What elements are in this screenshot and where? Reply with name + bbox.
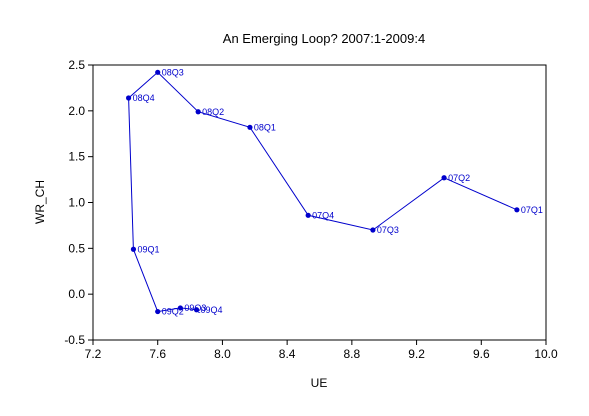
point-label-07q4: 07Q4	[312, 210, 334, 220]
point-label-08q3: 08Q3	[162, 67, 184, 77]
x-axis: 7.2 7.6 8.0 8.4 8.8 9.2 9.6 10.0	[85, 340, 558, 361]
data-point-09q3	[177, 305, 183, 311]
point-label-09q1: 09Q1	[137, 244, 159, 254]
point-label-08q2: 08Q2	[202, 107, 224, 117]
series-line	[128, 71, 518, 313]
point-label-08q4: 08Q4	[133, 93, 155, 103]
y-tick-label: 0.5	[68, 241, 85, 255]
x-tick-label: 7.2	[85, 347, 102, 361]
data-point-08q4	[125, 95, 132, 101]
y-tick-label: 0.0	[68, 287, 85, 301]
data-point-07q4	[305, 212, 311, 218]
point-label-07q1: 07Q1	[521, 205, 543, 215]
point-label-09q2: 09Q2	[162, 307, 184, 317]
data-point-07q3	[370, 227, 376, 233]
plot-frame	[92, 64, 547, 341]
x-tick-label: 7.6	[149, 347, 166, 361]
data-point-08q1	[247, 124, 253, 130]
y-tick-label: 2.0	[68, 104, 85, 118]
x-axis-label: UE	[311, 376, 328, 390]
point-label-09q4: 09Q4	[201, 305, 223, 315]
point-label-07q2: 07Q2	[448, 173, 470, 183]
y-axis: -0.5 0.0 0.5 1.0 1.5 2.0 2.5	[64, 58, 93, 347]
chart-title: An Emerging Loop? 2007:1-2009:4	[223, 31, 425, 46]
x-tick-label: 9.2	[408, 347, 425, 361]
y-tick-label: 1.0	[68, 196, 85, 210]
x-tick-label: 10.0	[534, 347, 558, 361]
point-label-07q3: 07Q3	[377, 225, 399, 235]
x-tick-label: 8.0	[214, 347, 231, 361]
data-point-08q2	[195, 109, 201, 115]
x-tick-label: 9.6	[473, 347, 490, 361]
series-layer: 07Q1 07Q2 07Q3 07Q4 08Q1 08Q2 08Q3 08Q4 09Q1 09Q2…	[125, 67, 543, 317]
y-axis-label: WR_CH	[33, 180, 47, 224]
x-tick-label: 8.4	[279, 347, 296, 361]
y-tick-label: -0.5	[64, 333, 85, 347]
point-label-08q1: 08Q1	[254, 122, 276, 132]
data-point-09q1	[130, 246, 137, 252]
x-tick-label: 8.8	[344, 347, 361, 361]
data-point-07q1	[514, 207, 520, 213]
data-point-09q4	[193, 307, 200, 313]
y-tick-label: 1.5	[68, 150, 85, 164]
y-tick-label: 2.5	[68, 58, 85, 72]
data-point-08q3	[155, 69, 161, 75]
data-point-07q2	[441, 175, 447, 181]
data-point-09q2	[155, 308, 161, 315]
